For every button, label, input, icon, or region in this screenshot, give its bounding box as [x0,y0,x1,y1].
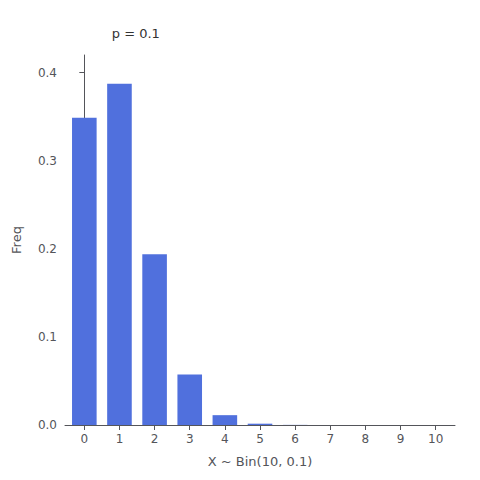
svg-text:6: 6 [291,432,299,446]
svg-text:4: 4 [221,432,229,446]
svg-text:0.0: 0.0 [38,418,57,432]
svg-text:0.2: 0.2 [38,242,57,256]
svg-text:Freq: Freq [9,226,24,254]
svg-text:5: 5 [256,432,264,446]
svg-text:10: 10 [428,432,443,446]
svg-text:9: 9 [397,432,405,446]
svg-text:0.3: 0.3 [38,154,57,168]
svg-text:0.4: 0.4 [38,66,57,80]
svg-text:7: 7 [326,432,334,446]
svg-text:8: 8 [362,432,370,446]
svg-text:1: 1 [116,432,124,446]
svg-text:p = 0.1: p = 0.1 [112,26,160,41]
svg-text:3: 3 [186,432,194,446]
svg-text:X ~ Bin(10, 0.1): X ~ Bin(10, 0.1) [208,454,312,469]
svg-text:0.1: 0.1 [38,330,57,344]
svg-text:0: 0 [81,432,89,446]
svg-text:2: 2 [151,432,159,446]
